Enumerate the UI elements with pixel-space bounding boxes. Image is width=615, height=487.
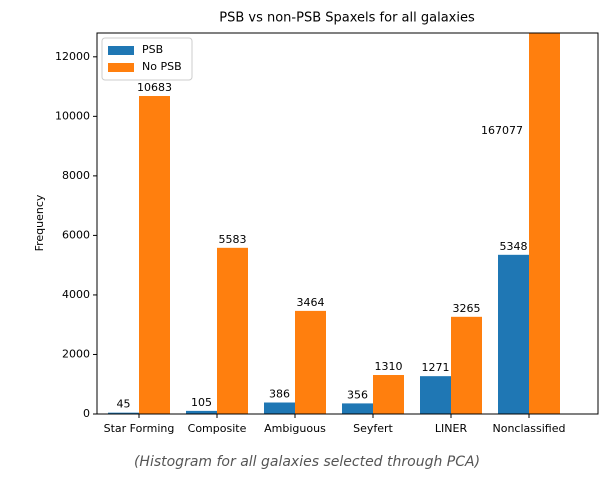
y-tick-label: 12000: [55, 50, 90, 63]
bar: [373, 375, 404, 414]
bar: [139, 96, 170, 414]
x-tick-label: Ambiguous: [264, 422, 326, 435]
bar: [295, 310, 326, 414]
chart-title: PSB vs non-PSB Spaxels for all galaxies: [219, 11, 475, 26]
plot-area: [108, 33, 560, 414]
bar: [420, 376, 451, 414]
bar: [342, 403, 373, 414]
bar: [217, 247, 248, 414]
legend-swatch: [108, 63, 134, 72]
y-tick-label: 0: [83, 407, 90, 420]
x-tick-label: LINER: [435, 422, 468, 435]
x-tick-label: Composite: [188, 422, 247, 435]
y-tick-label: 2000: [62, 347, 90, 360]
y-tick-label: 4000: [62, 288, 90, 301]
bar-value-label: 45: [117, 398, 131, 411]
bar-value-label: 1310: [375, 360, 403, 373]
y-tick-label: 8000: [62, 169, 90, 182]
y-tick-label: 10000: [55, 109, 90, 122]
x-tick-label: Nonclassified: [493, 422, 566, 435]
bar-value-label: 5348: [500, 240, 528, 253]
legend-label: PSB: [142, 43, 163, 56]
bar: [186, 410, 217, 414]
bar-value-label: 10683: [137, 81, 172, 94]
bar: [529, 33, 560, 414]
legend-label: No PSB: [142, 60, 182, 73]
bar-value-label: 386: [269, 388, 290, 401]
bar-value-label: 3265: [453, 302, 481, 315]
bar-value-label: 5583: [219, 233, 247, 246]
axes-frame: [96, 32, 599, 415]
caption: (Histogram for all galaxies selected thr…: [134, 454, 480, 470]
bar: [108, 412, 139, 414]
bar-value-label: 3464: [297, 296, 325, 309]
x-tick-label: Star Forming: [104, 422, 175, 435]
bar: [264, 402, 295, 414]
legend-swatch: [108, 46, 134, 55]
bar-value-label: 167077: [481, 124, 523, 137]
y-tick-label: 6000: [62, 228, 90, 241]
bar: [498, 254, 529, 414]
bar-value-label: 105: [191, 396, 212, 409]
bar-value-label: 356: [347, 388, 368, 401]
bar-value-label: 1271: [422, 361, 450, 374]
x-tick-label: Seyfert: [353, 422, 393, 435]
bar: [451, 316, 482, 414]
y-axis-label: Frequency: [33, 194, 46, 251]
